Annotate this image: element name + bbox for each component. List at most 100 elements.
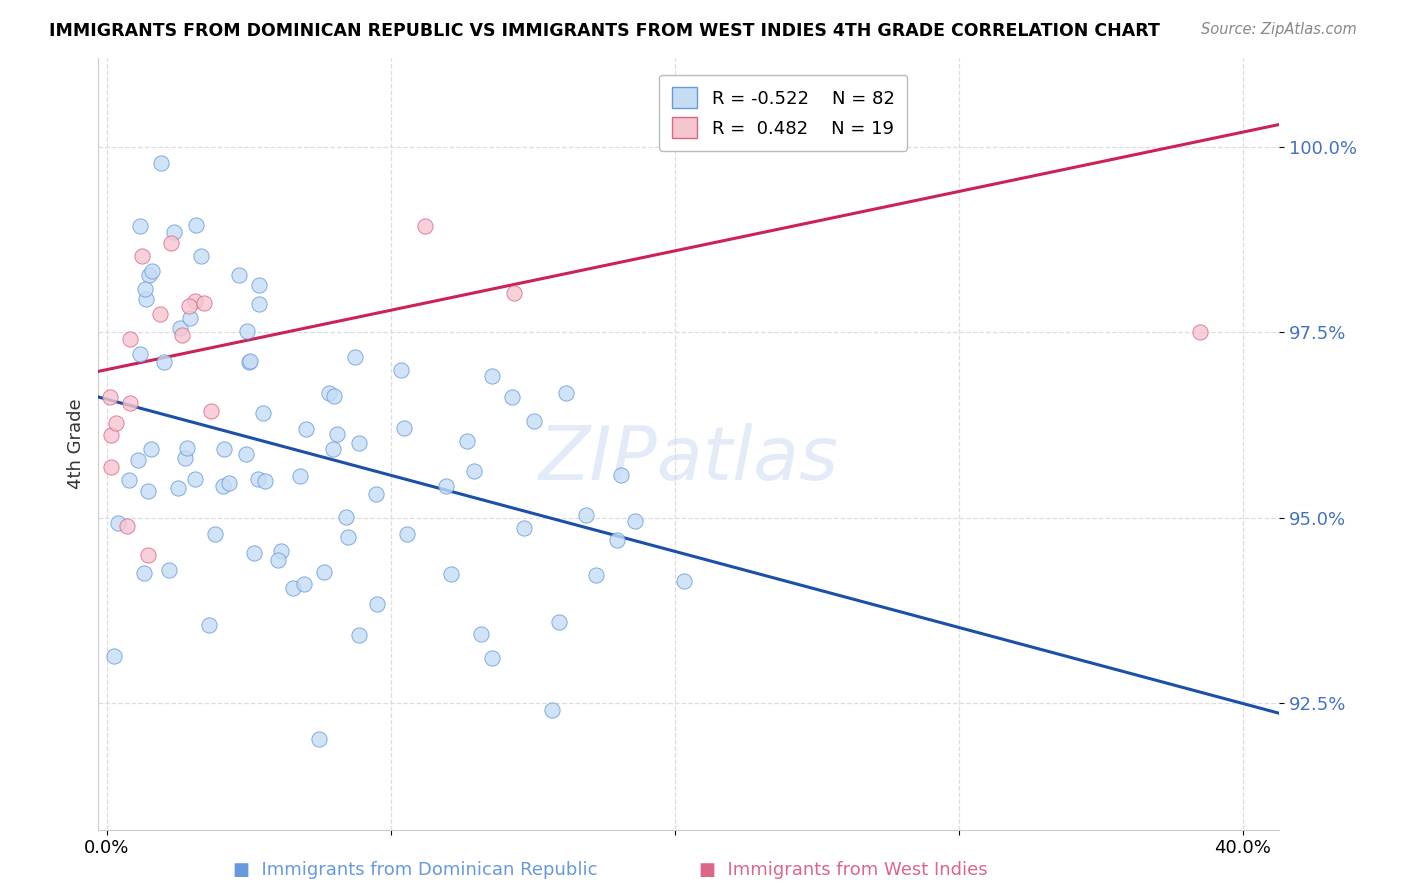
Point xyxy=(162,225,184,239)
Point xyxy=(326,426,349,441)
Point xyxy=(392,421,415,435)
Point xyxy=(513,521,536,535)
Point xyxy=(456,434,478,449)
Point xyxy=(149,306,172,320)
Point xyxy=(211,479,233,493)
Point xyxy=(470,627,492,641)
Point xyxy=(503,286,526,301)
Point xyxy=(190,249,212,263)
Point xyxy=(337,530,360,544)
Point xyxy=(575,508,598,523)
Point xyxy=(295,422,318,436)
Point xyxy=(318,385,340,400)
Point xyxy=(136,548,159,562)
Point xyxy=(347,436,370,450)
Point xyxy=(322,442,344,456)
Point xyxy=(396,527,419,541)
Point xyxy=(98,390,121,404)
Point xyxy=(100,427,122,442)
Point xyxy=(322,389,344,403)
Point xyxy=(281,581,304,595)
Point xyxy=(179,311,201,326)
Point xyxy=(170,328,193,343)
Point xyxy=(253,475,276,489)
Point xyxy=(623,514,645,528)
Point xyxy=(547,615,569,629)
Point xyxy=(118,473,141,487)
Point xyxy=(129,347,152,361)
Point xyxy=(120,331,142,345)
Point xyxy=(138,268,160,282)
Point xyxy=(1188,326,1211,340)
Point xyxy=(103,648,125,663)
Point xyxy=(247,297,270,311)
Point xyxy=(347,628,370,642)
Point xyxy=(247,277,270,292)
Point xyxy=(177,299,200,313)
Point xyxy=(173,450,195,465)
Point xyxy=(228,268,250,283)
Text: ■  Immigrants from Dominican Republic: ■ Immigrants from Dominican Republic xyxy=(232,861,598,879)
Point xyxy=(134,566,156,581)
Point xyxy=(115,519,138,533)
Point xyxy=(149,156,172,170)
Point xyxy=(440,566,463,581)
Point xyxy=(167,481,190,495)
Point xyxy=(127,453,149,467)
Point xyxy=(239,354,262,368)
Point xyxy=(288,468,311,483)
Point xyxy=(335,509,357,524)
Point xyxy=(136,483,159,498)
Point xyxy=(235,447,257,461)
Text: ZIPatlas: ZIPatlas xyxy=(538,423,839,495)
Point xyxy=(389,363,412,377)
Point xyxy=(610,467,633,482)
Point xyxy=(270,543,292,558)
Point xyxy=(308,732,330,747)
Point xyxy=(501,390,523,404)
Point xyxy=(463,464,485,478)
Point xyxy=(555,386,578,401)
Point xyxy=(242,546,264,560)
Legend: R = -0.522    N = 82, R =  0.482    N = 19: R = -0.522 N = 82, R = 0.482 N = 19 xyxy=(659,75,907,151)
Point xyxy=(481,368,503,383)
Point xyxy=(183,472,205,486)
Point xyxy=(204,527,226,541)
Point xyxy=(212,442,235,456)
Point xyxy=(523,414,546,428)
Point xyxy=(481,650,503,665)
Point xyxy=(415,219,437,233)
Point xyxy=(344,350,367,364)
Point xyxy=(131,249,153,263)
Point xyxy=(134,282,156,296)
Point xyxy=(169,321,191,335)
Text: IMMIGRANTS FROM DOMINICAN REPUBLIC VS IMMIGRANTS FROM WEST INDIES 4TH GRADE CORR: IMMIGRANTS FROM DOMINICAN REPUBLIC VS IM… xyxy=(49,22,1160,40)
Point xyxy=(197,618,219,632)
Point xyxy=(235,324,257,338)
Point xyxy=(292,577,315,591)
Point xyxy=(176,441,198,455)
Point xyxy=(218,476,240,491)
Text: Source: ZipAtlas.com: Source: ZipAtlas.com xyxy=(1201,22,1357,37)
Point xyxy=(104,416,127,430)
Point xyxy=(107,516,129,530)
Point xyxy=(135,292,157,306)
Point xyxy=(366,597,388,611)
Point xyxy=(606,533,628,547)
Point xyxy=(585,567,607,582)
Point xyxy=(159,235,181,250)
Point xyxy=(200,404,222,418)
Point xyxy=(157,563,180,577)
Point xyxy=(186,218,208,232)
Point xyxy=(246,473,269,487)
Point xyxy=(139,442,162,456)
Y-axis label: 4th Grade: 4th Grade xyxy=(66,399,84,489)
Point xyxy=(100,459,122,474)
Point xyxy=(118,396,141,410)
Point xyxy=(141,264,163,278)
Point xyxy=(540,703,562,717)
Point xyxy=(184,293,207,308)
Text: ■  Immigrants from West Indies: ■ Immigrants from West Indies xyxy=(699,861,988,879)
Point xyxy=(672,574,695,588)
Point xyxy=(267,553,290,567)
